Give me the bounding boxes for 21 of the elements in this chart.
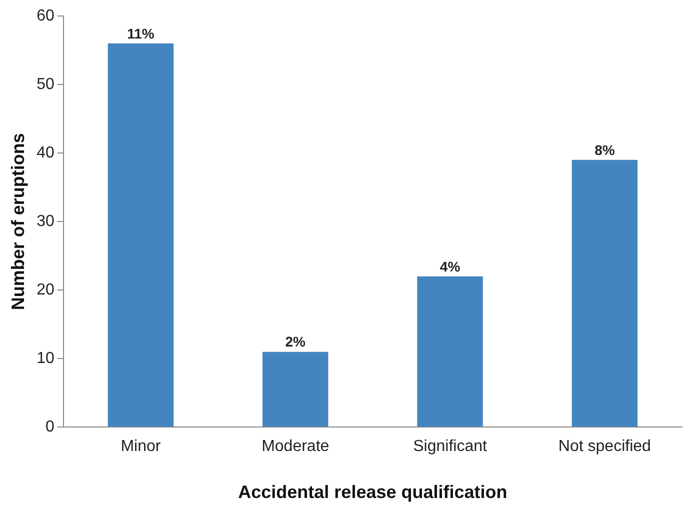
y-tick-label: 40 <box>36 144 54 162</box>
x-tick-label: Not specified <box>558 438 651 456</box>
y-tick-label: 30 <box>36 213 54 230</box>
bar <box>417 276 483 427</box>
annotation: 2% <box>285 334 306 350</box>
y-axis-title: Number of eruptions <box>8 133 28 310</box>
x-tick-label: Significant <box>413 438 488 456</box>
annotation: 11% <box>127 25 155 42</box>
y-tick-label: 10 <box>36 350 54 368</box>
y-tick-label: 50 <box>36 76 54 93</box>
bar <box>572 160 638 427</box>
bar <box>108 43 174 427</box>
y-tick-label: 60 <box>36 7 54 24</box>
annotation: 8% <box>594 142 616 158</box>
x-axis-title: Accidental release qualification <box>238 482 508 502</box>
y-tick-label: 20 <box>36 282 54 299</box>
annotation: 4% <box>440 258 461 274</box>
y-tick-label: 0 <box>45 418 54 436</box>
x-tick-label: Minor <box>120 438 162 456</box>
bar <box>262 352 328 427</box>
x-tick-label: Moderate <box>262 438 330 456</box>
